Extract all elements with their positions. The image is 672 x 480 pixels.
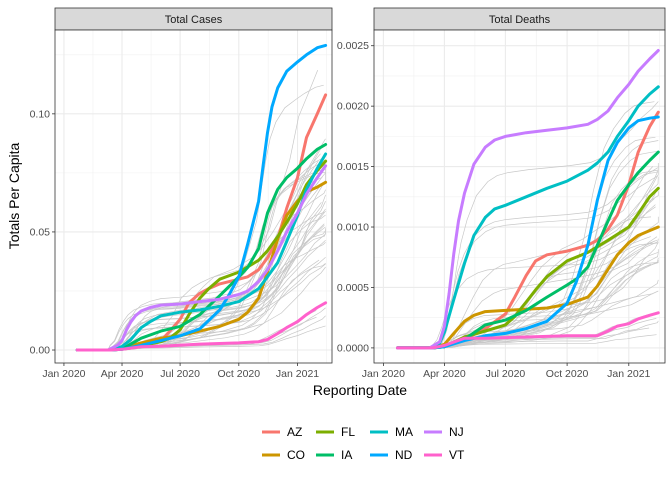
series-line-nj <box>75 164 328 352</box>
background-state-line <box>397 262 659 349</box>
facet-panel-1: Total Deaths 0.0000 0.0005 0.0010 0.0015 0.00… <box>337 7 666 380</box>
series-line-ia <box>75 143 328 352</box>
legend-item-nj: NJ <box>424 425 464 439</box>
y-tick-label: 0.10 <box>30 108 51 120</box>
series-line-ma <box>396 85 660 350</box>
panel-border <box>54 29 333 364</box>
legend-label: NJ <box>449 425 464 439</box>
legend-item-ma: MA <box>370 425 413 439</box>
legend-label: CO <box>287 448 305 462</box>
legend-item-ia: IA <box>316 448 352 462</box>
background-state-line <box>397 236 651 349</box>
x-tick-label: Jul 2020 <box>160 368 200 380</box>
legend-label: AZ <box>287 425 302 439</box>
legend-label: VT <box>449 448 465 462</box>
facet-panel-0: Total Cases 0.00 0.05 0.10 Jan 2020 Apr 2020 J… <box>30 7 333 380</box>
y-tick-label: 0.0015 <box>337 161 369 173</box>
legend-label: MA <box>395 425 413 439</box>
y-tick-label: 0.05 <box>30 226 51 238</box>
y-tick-label: 0.0000 <box>337 342 369 354</box>
x-tick-label: Apr 2020 <box>101 368 144 380</box>
legend: AZ FL MA NJ CO IA ND VT <box>262 425 465 462</box>
x-tick-label: Jan 2020 <box>42 368 85 380</box>
x-axis-title: Reporting Date <box>313 382 407 398</box>
legend-label: IA <box>341 448 352 462</box>
background-state-line <box>397 216 659 349</box>
x-tick-label: Apr 2020 <box>423 368 466 380</box>
y-tick-label: 0.0020 <box>337 101 369 113</box>
series-line-co <box>396 225 660 350</box>
y-tick-label: 0.0005 <box>337 282 369 294</box>
x-tick-label: Jan 2020 <box>362 368 405 380</box>
series-line-vt <box>396 311 660 350</box>
facet-strip-label: Total Cases <box>165 14 223 26</box>
panel-border <box>373 29 666 364</box>
legend-item-az: AZ <box>262 425 302 439</box>
legend-item-vt: VT <box>424 448 465 462</box>
background-state-line <box>397 171 659 349</box>
background-state-line <box>397 320 659 349</box>
y-tick-label: 0.0025 <box>337 40 369 52</box>
series-line-vt <box>75 301 328 352</box>
background-state-line <box>77 259 320 351</box>
x-tick-label: Jan 2021 <box>607 368 650 380</box>
facet-strip-label: Total Deaths <box>489 14 551 26</box>
y-axis-title: Totals Per Capita <box>6 142 22 249</box>
background-state-line <box>397 238 659 349</box>
y-tick-label: 0.00 <box>30 345 51 357</box>
background-state-line <box>397 252 659 349</box>
x-tick-label: Oct 2020 <box>546 368 589 380</box>
x-tick-label: Oct 2020 <box>218 368 261 380</box>
legend-item-co: CO <box>262 448 305 462</box>
legend-label: FL <box>341 425 355 439</box>
legend-label: ND <box>395 448 413 462</box>
series-line-nd <box>75 43 328 352</box>
x-tick-label: Jul 2020 <box>486 368 526 380</box>
series-line-nj <box>396 49 660 350</box>
legend-item-nd: ND <box>370 448 413 462</box>
x-tick-label: Jan 2021 <box>276 368 319 380</box>
series-line-nd <box>396 115 660 350</box>
y-tick-label: 0.0010 <box>337 222 369 234</box>
series-line-ma <box>75 152 328 352</box>
legend-item-fl: FL <box>316 425 355 439</box>
